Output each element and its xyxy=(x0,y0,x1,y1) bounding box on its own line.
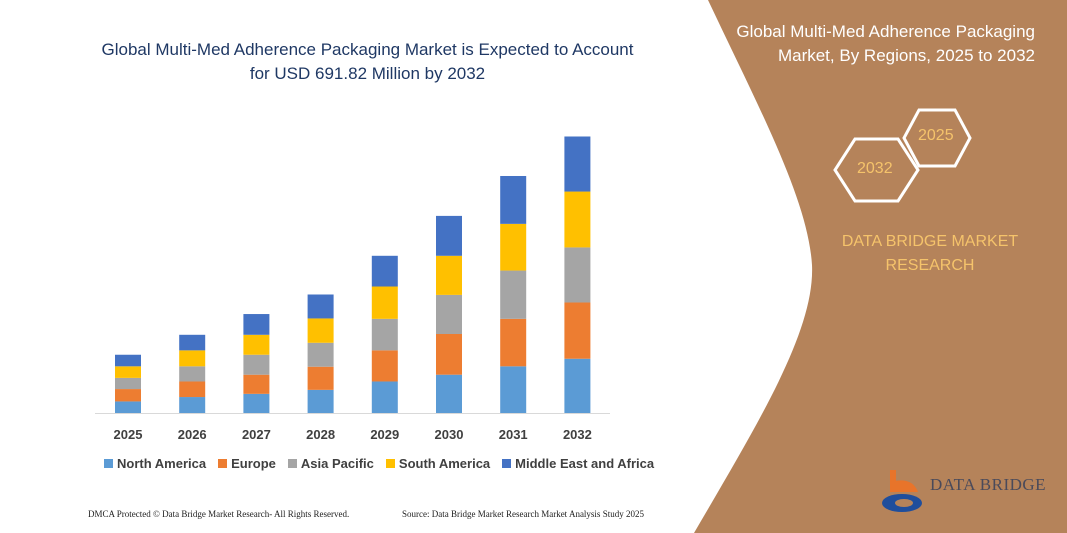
legend-item: Europe xyxy=(218,456,276,471)
legend-label: North America xyxy=(117,456,207,471)
bar-segment-europe-2030 xyxy=(436,333,462,375)
legend-label: Europe xyxy=(231,456,276,471)
panel-title: Global Multi-Med Adherence Packaging Mar… xyxy=(736,22,1035,65)
bar-segment-north-america-2028 xyxy=(307,389,334,413)
side-panel xyxy=(694,0,1067,533)
legend-swatch xyxy=(502,459,512,468)
legend-item: South America xyxy=(385,456,491,471)
bar-segment-north-america-2030 xyxy=(436,374,462,413)
bar-segment-north-america-2027 xyxy=(243,393,270,413)
hexagon-2025 xyxy=(902,108,972,168)
bar-segment-south-america-2025 xyxy=(115,366,141,378)
bar-segment-asia-pacific-2031 xyxy=(500,270,527,319)
bar-segment-middle-east-and-africa-2031 xyxy=(500,175,527,224)
legend-label: Asia Pacific xyxy=(300,456,374,471)
bar-segment-europe-2031 xyxy=(500,318,527,367)
legend-label: South America xyxy=(398,456,491,471)
footer-copyright: DMCA Protected © Data Bridge Market Rese… xyxy=(88,509,350,519)
bar-segment-north-america-2025 xyxy=(115,401,141,413)
bar-segment-middle-east-and-africa-2025 xyxy=(115,354,141,367)
bar-segment-south-america-2027 xyxy=(243,334,270,355)
logo-icon xyxy=(882,470,922,512)
x-tick-label: 2028 xyxy=(306,427,335,442)
legend-item: Asia Pacific xyxy=(287,456,374,471)
bar-segment-europe-2027 xyxy=(243,374,270,394)
legend-swatch xyxy=(385,459,395,468)
x-tick-label: 2029 xyxy=(370,427,399,442)
bar-segment-asia-pacific-2030 xyxy=(436,294,462,334)
legend-swatch xyxy=(104,459,113,468)
bars xyxy=(115,136,591,413)
bar-segment-middle-east-and-africa-2030 xyxy=(436,215,462,256)
footer-source: Source: Data Bridge Market Research Mark… xyxy=(402,509,644,519)
bar-segment-middle-east-and-africa-2029 xyxy=(371,255,398,287)
x-tick-label: 2027 xyxy=(242,427,271,442)
logo-text: DATA BRIDGE xyxy=(930,475,1047,494)
bar-segment-south-america-2026 xyxy=(179,350,206,367)
bar-segment-asia-pacific-2028 xyxy=(307,342,334,367)
bar-segment-asia-pacific-2026 xyxy=(179,366,206,382)
bar-segment-south-america-2028 xyxy=(307,318,334,343)
x-tick-label: 2025 xyxy=(114,427,143,442)
legend-swatch xyxy=(287,459,297,468)
brand-text: DATA BRIDGE MARKET RESEARCH xyxy=(841,233,1019,274)
bar-segment-europe-2032 xyxy=(564,302,591,359)
legend-swatch xyxy=(218,459,228,468)
bar-segment-asia-pacific-2029 xyxy=(371,318,398,351)
x-tick-label: 2032 xyxy=(563,427,592,442)
bar-segment-asia-pacific-2025 xyxy=(115,377,141,390)
legend: North America Europe Asia Pacific South … xyxy=(104,456,654,471)
bar-segment-north-america-2029 xyxy=(371,381,398,413)
bar-segment-middle-east-and-africa-2028 xyxy=(307,294,334,319)
bar-segment-south-america-2030 xyxy=(436,255,462,295)
legend-item: North America xyxy=(104,456,206,471)
chart-title: Global Multi-Med Adherence Packaging Mar… xyxy=(101,40,634,83)
hexagon-2032 xyxy=(833,137,920,203)
bar-segment-middle-east-and-africa-2032 xyxy=(564,136,591,192)
bar-segment-middle-east-and-africa-2026 xyxy=(179,334,206,351)
bar-segment-north-america-2031 xyxy=(500,366,527,413)
bar-segment-europe-2026 xyxy=(179,381,206,398)
legend-item: Middle East and Africa xyxy=(502,456,654,471)
bar-segment-south-america-2029 xyxy=(371,286,398,319)
bar-segment-europe-2029 xyxy=(371,350,398,382)
x-tick-labels: 2025 2026 2027 2028 2029 2030 2031 2032 xyxy=(114,427,592,442)
bar-segment-south-america-2031 xyxy=(500,223,527,271)
x-tick-label: 2026 xyxy=(178,427,207,442)
bar-segment-asia-pacific-2032 xyxy=(564,247,591,303)
bar-segment-asia-pacific-2027 xyxy=(243,354,270,375)
x-tick-label: 2031 xyxy=(499,427,528,442)
bar-segment-middle-east-and-africa-2027 xyxy=(243,314,270,335)
bar-segment-south-america-2032 xyxy=(564,191,591,248)
hex-label-2025: 2025 xyxy=(918,127,954,144)
bar-segment-europe-2025 xyxy=(115,389,141,402)
bar-segment-europe-2028 xyxy=(307,366,334,390)
x-tick-label: 2030 xyxy=(435,427,464,442)
bar-segment-north-america-2026 xyxy=(179,397,206,413)
hex-label-2032: 2032 xyxy=(857,160,893,177)
bar-segment-north-america-2032 xyxy=(564,358,591,413)
legend-label: Middle East and Africa xyxy=(515,456,655,471)
